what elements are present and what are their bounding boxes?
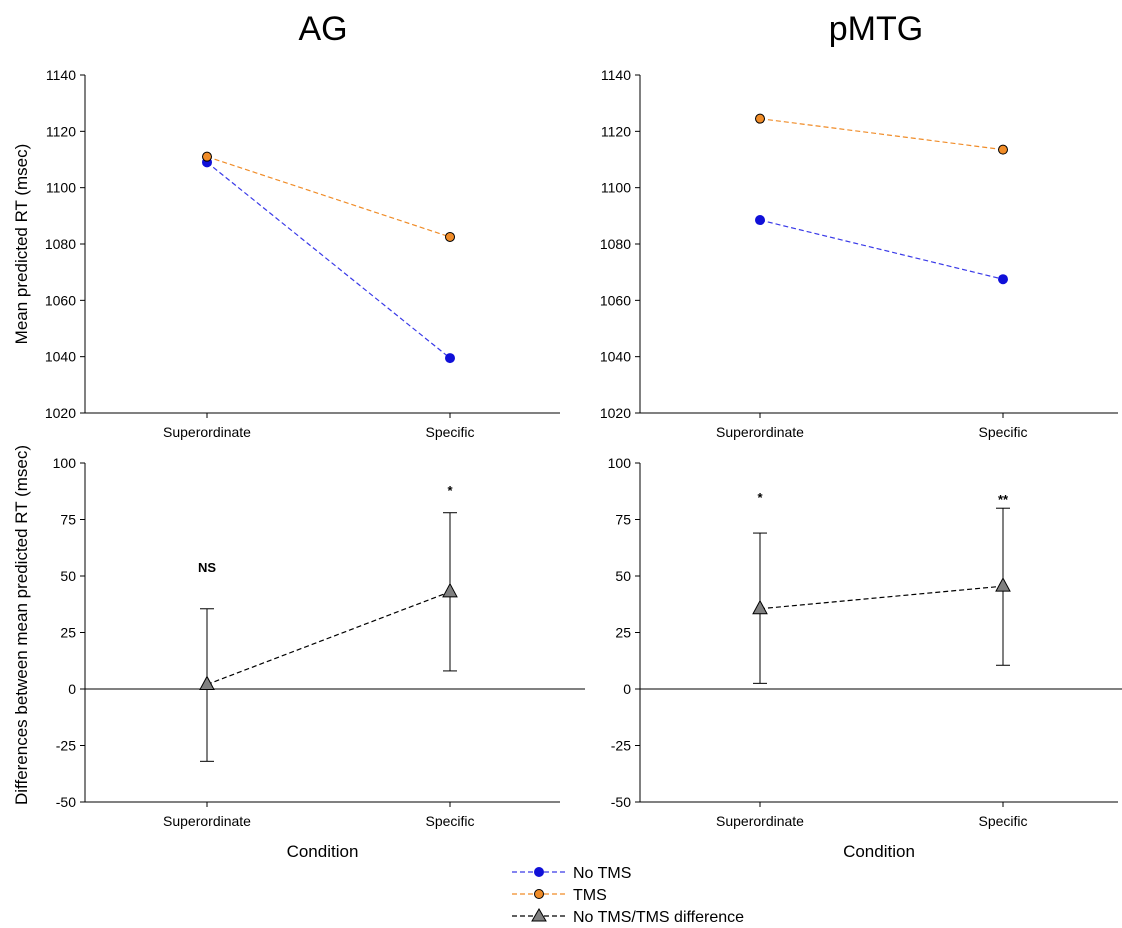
y-tick-label: 1120 bbox=[601, 123, 631, 139]
series-line bbox=[206, 161, 451, 359]
series-line bbox=[759, 118, 1004, 151]
significance-label: * bbox=[447, 483, 453, 498]
y-tick-label: -25 bbox=[611, 738, 631, 754]
y-tick-label: 75 bbox=[60, 512, 76, 528]
significance-label: ** bbox=[998, 492, 1009, 507]
y-tick-label: 100 bbox=[608, 455, 632, 471]
x-tick-label: Superordinate bbox=[716, 424, 804, 440]
panel-title: AG bbox=[298, 10, 347, 48]
data-point-triangle bbox=[752, 599, 768, 615]
data-point-triangle bbox=[995, 577, 1011, 592]
x-tick-label: Superordinate bbox=[716, 813, 804, 829]
y-tick-label: 1140 bbox=[601, 67, 631, 83]
y-axis-title: Differences between mean predicted RT (m… bbox=[12, 445, 31, 805]
series-no_tms bbox=[755, 215, 1008, 285]
series-line bbox=[759, 219, 1004, 280]
x-tick-label: Specific bbox=[978, 424, 1027, 440]
chart-panel-top-left: AG 1020 1040 1060 1080 1100 1120 1140 Superordin… bbox=[12, 10, 560, 440]
series-line bbox=[759, 585, 1004, 610]
y-tick-label: 25 bbox=[60, 625, 76, 641]
data-point-circle bbox=[998, 274, 1008, 285]
y-tick-label: 1040 bbox=[45, 349, 76, 365]
y-tick-label: 75 bbox=[615, 512, 631, 528]
x-axis-title: Condition bbox=[843, 842, 915, 861]
y-tick-label: 1140 bbox=[46, 67, 76, 83]
legend-entry-tms: TMS bbox=[512, 887, 607, 904]
chart-panel-top-right: pMTG 1020 1040 1060 1080 1100 1120 1140 Superord… bbox=[600, 10, 1118, 440]
significance-label: NS bbox=[198, 560, 216, 575]
y-tick-label: 1060 bbox=[600, 292, 631, 308]
x-tick-label: Specific bbox=[425, 424, 474, 440]
data-point-circle bbox=[998, 144, 1008, 155]
significance-label: * bbox=[757, 490, 763, 505]
x-axis-title: Condition bbox=[287, 842, 359, 861]
data-point-circle bbox=[755, 113, 765, 124]
series-tms bbox=[202, 151, 455, 242]
data-point-triangle bbox=[199, 675, 215, 690]
x-tick-label: Superordinate bbox=[163, 424, 251, 440]
series-tms bbox=[755, 113, 1008, 155]
series-line bbox=[206, 156, 451, 238]
data-point-circle bbox=[755, 215, 765, 226]
y-tick-label: 1120 bbox=[46, 123, 76, 139]
y-tick-label: 1080 bbox=[45, 236, 76, 252]
series-line bbox=[206, 591, 451, 686]
x-tick-label: Superordinate bbox=[163, 813, 251, 829]
series-difference bbox=[199, 512, 458, 762]
data-point-circle bbox=[445, 353, 455, 364]
series-no_tms bbox=[202, 157, 455, 364]
panel-title: pMTG bbox=[829, 10, 923, 48]
y-tick-label: -50 bbox=[56, 794, 76, 810]
legend-marker-circle bbox=[534, 867, 544, 877]
x-tick-label: Specific bbox=[425, 813, 474, 829]
legend-label: No TMS/TMS difference bbox=[573, 909, 744, 926]
series-difference bbox=[752, 507, 1011, 684]
y-tick-label: 1080 bbox=[600, 236, 631, 252]
y-tick-label: -25 bbox=[56, 738, 76, 754]
x-tick-label: Specific bbox=[978, 813, 1027, 829]
data-point-circle bbox=[445, 231, 455, 242]
y-tick-label: 25 bbox=[615, 625, 631, 641]
legend-marker-circle bbox=[534, 889, 544, 899]
y-tick-label: 1060 bbox=[45, 292, 76, 308]
legend-marker-triangle bbox=[531, 908, 547, 922]
legend-entry-difference: No TMS/TMS difference bbox=[512, 908, 744, 926]
y-tick-label: 1040 bbox=[600, 349, 631, 365]
y-tick-label: -50 bbox=[611, 794, 631, 810]
y-tick-label: 100 bbox=[53, 455, 77, 471]
y-tick-label: 1020 bbox=[45, 405, 76, 421]
y-axis-title: Mean predicted RT (msec) bbox=[12, 144, 31, 345]
data-point-triangle bbox=[442, 582, 458, 598]
legend: No TMS TMS No TMS/TMS difference bbox=[512, 865, 744, 926]
y-tick-label: 1100 bbox=[46, 180, 76, 196]
y-tick-label: 1100 bbox=[601, 180, 631, 196]
legend-label: No TMS bbox=[573, 865, 631, 882]
y-tick-label: 0 bbox=[623, 681, 631, 697]
data-point-circle bbox=[202, 151, 212, 162]
y-tick-label: 50 bbox=[615, 568, 631, 584]
chart-panel-bottom-left: -50 -25 0 25 50 75 100 Superordinate Specific NS *… bbox=[12, 445, 585, 861]
legend-entry-no_tms: No TMS bbox=[512, 865, 631, 882]
y-tick-label: 50 bbox=[60, 568, 76, 584]
y-tick-label: 0 bbox=[68, 681, 76, 697]
legend-label: TMS bbox=[573, 887, 607, 904]
y-tick-label: 1020 bbox=[600, 405, 631, 421]
